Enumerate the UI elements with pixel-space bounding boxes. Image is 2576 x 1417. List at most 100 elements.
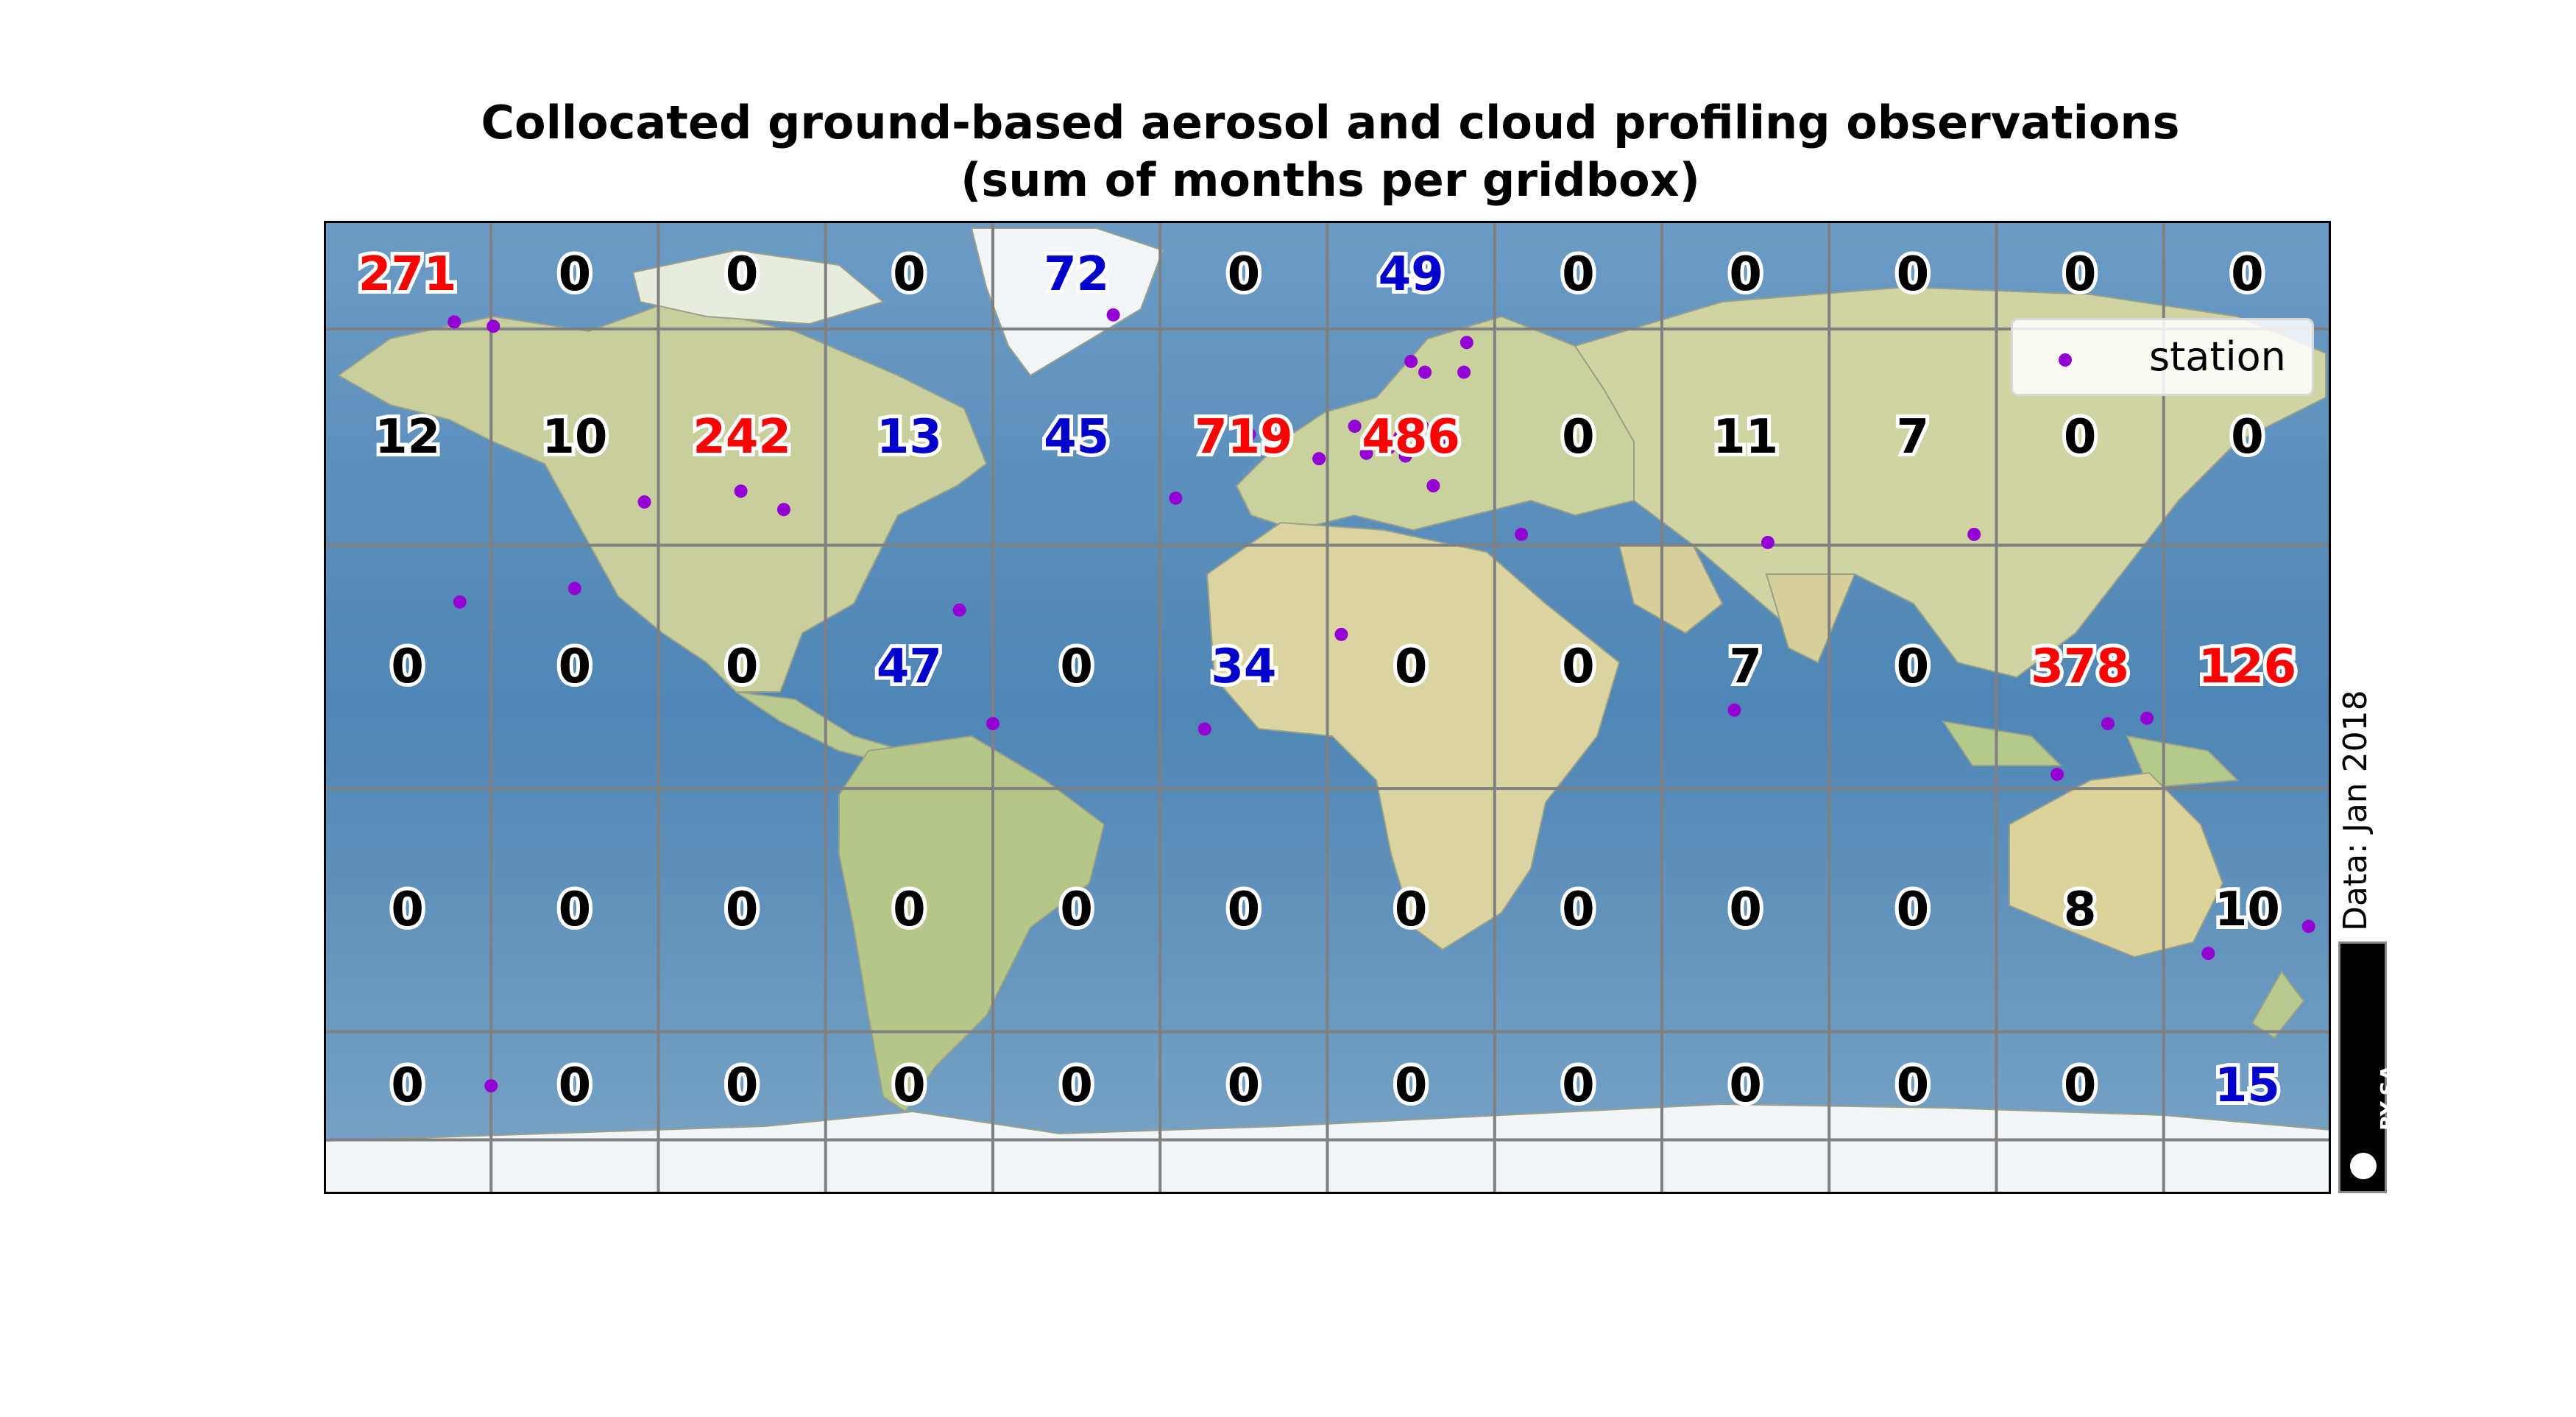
station-marker — [1432, 436, 1446, 450]
gridbox-value: 0 — [722, 636, 762, 698]
cc-icon — [2347, 1150, 2379, 1182]
landmass-south-america — [838, 735, 1105, 1113]
map-title-line-2: (sum of months per gridbox) — [960, 153, 1700, 207]
gridbox-value: 378 — [2027, 636, 2133, 698]
gridbox-value: 0 — [387, 1055, 427, 1117]
gridbox-value: 0 — [889, 1055, 929, 1117]
world-map: 271 0 0 0 72 0 49 0 0 0 0 0 12 10 242 13 45 719 486 0 11 7 0 0 0… — [324, 221, 2331, 1194]
station-marker — [1418, 365, 1432, 379]
legend-label: station — [2149, 333, 2286, 380]
station-marker — [1761, 535, 1774, 549]
station-marker — [1727, 703, 1741, 717]
map-title: Collocated ground-based aerosol and clou… — [0, 94, 2576, 209]
station-marker — [1459, 336, 1473, 350]
station-marker — [2301, 919, 2315, 933]
station-marker — [734, 484, 748, 498]
station-marker — [1967, 527, 1981, 541]
gridbox-value: 0 — [1725, 879, 1765, 941]
gridbox-value: 0 — [387, 636, 427, 698]
station-marker — [952, 603, 966, 617]
map-frame — [324, 221, 2331, 1194]
gridbox-value: 0 — [555, 1055, 595, 1117]
station-marker — [1359, 446, 1373, 460]
gridbox-value: 0 — [1725, 244, 1765, 305]
gridbox-value: 7 — [1725, 636, 1765, 698]
gridbox-value: 0 — [1893, 1055, 1933, 1117]
station-marker — [1242, 428, 1256, 442]
station-marker — [567, 582, 581, 596]
station-marker — [1426, 478, 1440, 492]
station-marker — [484, 1079, 498, 1093]
gridbox-value: 0 — [1893, 244, 1933, 305]
gridbox-value: 10 — [538, 406, 611, 468]
gridbox-value: 34 — [1207, 636, 1280, 698]
gridbox-value: 126 — [2195, 636, 2301, 698]
gridbox-value: 0 — [722, 1055, 762, 1117]
gridbox-value: 0 — [1558, 636, 1598, 698]
station-marker — [1404, 354, 1418, 368]
gridbox-value: 0 — [2060, 1055, 2100, 1117]
gridbox-value: 0 — [1893, 636, 1933, 698]
station-marker — [2101, 717, 2115, 731]
gridbox-value: 0 — [1893, 879, 1933, 941]
station-marker — [1381, 441, 1395, 455]
station-marker — [1515, 527, 1529, 541]
station-marker — [1312, 452, 1326, 466]
landmass-australia — [2009, 771, 2224, 958]
gridbox-value: 0 — [555, 879, 595, 941]
data-date-note: Data: Jan 2018 — [2337, 690, 2374, 931]
station-marker — [1169, 491, 1183, 505]
gridbox-value: 0 — [1558, 244, 1598, 305]
gridbox-value: 8 — [2060, 879, 2100, 941]
station-marker — [1393, 430, 1406, 444]
gridbox-value: 0 — [722, 879, 762, 941]
gridbox-value: 0 — [722, 244, 762, 305]
map-title-line-1: Collocated ground-based aerosol and clou… — [481, 96, 2180, 149]
gridbox-value: 0 — [1391, 636, 1431, 698]
station-marker-icon — [2059, 353, 2072, 367]
gridbox-value: 0 — [1056, 1055, 1096, 1117]
station-marker — [453, 595, 467, 609]
gridbox-value: 0 — [555, 636, 595, 698]
landmass-arctic-islands — [631, 249, 885, 325]
gridbox-value: 72 — [1040, 244, 1113, 305]
station-marker — [486, 319, 500, 333]
gridbox-value: 0 — [555, 244, 595, 305]
gridbox-value: 271 — [355, 244, 461, 305]
gridbox-value: 0 — [1056, 879, 1096, 941]
station-marker — [1457, 365, 1471, 379]
station-markers — [447, 274, 2315, 1093]
station-marker — [1415, 420, 1429, 434]
cc-license-badge: BY-SA — [2338, 941, 2400, 1193]
station-marker — [637, 495, 651, 509]
gridbox-value: 0 — [387, 879, 427, 941]
gridbox-value: 0 — [1558, 406, 1598, 468]
station-marker — [1398, 449, 1412, 463]
gridbox-value: 0 — [1056, 636, 1096, 698]
gridbox-value: 11 — [1709, 406, 1782, 468]
gridbox-value: 0 — [1391, 879, 1431, 941]
gridbox-value: 49 — [1375, 244, 1448, 305]
legend: station — [2011, 318, 2314, 396]
license-text: BY-SA — [2376, 1064, 2400, 1131]
gridbox-value: 0 — [1391, 1055, 1431, 1117]
station-marker — [1197, 722, 1211, 736]
gridbox-value: 0 — [1725, 1055, 1765, 1117]
gridbox-value: 0 — [1224, 1055, 1264, 1117]
landmass-africa — [1206, 521, 1621, 951]
station-marker — [2050, 768, 2064, 782]
landmass-new-zealand — [2251, 970, 2305, 1039]
station-marker — [2201, 947, 2215, 961]
gridbox-value: 10 — [2211, 879, 2284, 941]
gridbox-value: 47 — [873, 636, 946, 698]
station-marker — [2140, 711, 2154, 725]
station-marker — [1106, 308, 1120, 322]
gridbox-value: 12 — [371, 406, 444, 468]
station-marker — [986, 717, 999, 731]
station-marker — [1387, 274, 1401, 288]
gridbox-value: 719 — [1191, 406, 1297, 468]
station-marker — [447, 315, 461, 329]
gridbox-value: 15 — [2211, 1055, 2284, 1117]
gridbox-value: 0 — [889, 879, 929, 941]
gridbox-value: 45 — [1040, 406, 1113, 468]
